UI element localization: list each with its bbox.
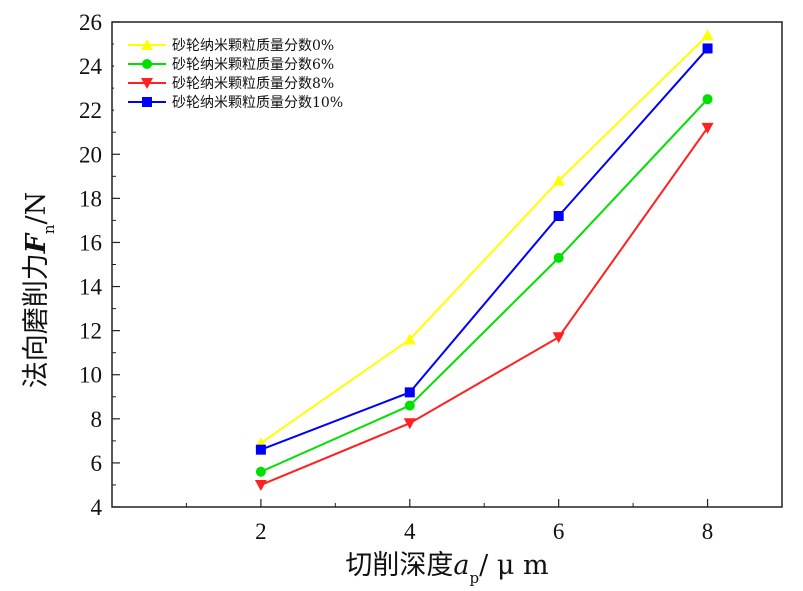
marker-circle [404, 400, 415, 411]
marker-square [142, 97, 152, 107]
marker-circle [255, 466, 266, 477]
x-axis-title: 切削深度ap/ μ m [345, 550, 548, 587]
marker-square [255, 444, 266, 455]
series-3 [255, 43, 713, 455]
y-tick-label: 26 [79, 10, 102, 35]
y-tick-label: 8 [91, 407, 103, 432]
marker-triangle-up [141, 39, 153, 50]
marker-triangle-down [701, 122, 714, 134]
y-tick-label: 18 [79, 186, 102, 211]
series-1 [255, 94, 713, 477]
legend-item: 砂轮纳米颗粒质量分数6% [128, 57, 334, 73]
legend-label: 砂轮纳米颗粒质量分数0% [172, 38, 334, 54]
y-axis-title-main: 法向磨削力 [21, 253, 52, 388]
marker-square [553, 211, 564, 221]
y-tick-label: 24 [79, 54, 103, 79]
legend-item: 砂轮纳米颗粒质量分数8% [128, 76, 334, 92]
legend-item: 砂轮纳米颗粒质量分数10% [128, 95, 343, 111]
y-axis-title: 法向磨削力Fn/N [21, 192, 58, 389]
legend-label: 砂轮纳米颗粒质量分数6% [172, 57, 334, 73]
marker-square [404, 387, 415, 398]
marker-triangle-down [254, 479, 267, 491]
y-tick-label: 6 [91, 451, 103, 476]
y-tick-label: 4 [91, 495, 103, 520]
x-tick-label: 2 [255, 519, 267, 544]
legend: 砂轮纳米颗粒质量分数0% 砂轮纳米颗粒质量分数6% 砂轮纳米颗粒质量分数8% 砂轮纳米… [128, 38, 343, 111]
marker-circle [553, 252, 564, 263]
marker-triangle-down [552, 332, 565, 344]
x-tick-label: 4 [404, 519, 416, 544]
x-tick-label: 8 [702, 519, 714, 544]
legend-box [114, 24, 382, 120]
series-2 [254, 122, 714, 491]
marker-triangle-down [403, 418, 416, 430]
x-axis-title-sub: p [470, 569, 480, 587]
y-tick-label: 20 [79, 142, 102, 167]
y-tick-label: 10 [79, 363, 102, 388]
marker-square [702, 43, 713, 54]
y-tick-label: 12 [79, 319, 102, 344]
legend-label: 砂轮纳米颗粒质量分数8% [172, 76, 334, 92]
series-line [260, 34, 709, 444]
y-axis-title-sub: n [40, 224, 58, 234]
series-line [260, 98, 709, 473]
marker-circle [702, 94, 713, 105]
x-tick-label: 6 [553, 519, 565, 544]
y-tick-label: 16 [79, 230, 102, 255]
legend-item: 砂轮纳米颗粒质量分数0% [128, 38, 334, 54]
marker-circle [142, 59, 152, 69]
x-axis-title-main: 切削深度 [345, 550, 453, 581]
series-line [260, 47, 709, 451]
marker-triangle-down [141, 78, 153, 89]
marker-triangle-up [701, 29, 714, 41]
legend-label: 砂轮纳米颗粒质量分数10% [172, 95, 343, 111]
x-axis-title-unit: / μ m [479, 550, 548, 581]
marker-triangle-up [552, 174, 565, 186]
series-layer [254, 29, 714, 491]
x-axis-title-var: a [453, 550, 469, 581]
y-tick-label: 22 [79, 98, 102, 123]
series-line [260, 127, 709, 486]
marker-triangle-up [403, 333, 416, 345]
y-axis-title-var: F [21, 232, 52, 254]
y-tick-label: 14 [79, 275, 103, 300]
y-axis-title-unit: /N [21, 192, 52, 225]
